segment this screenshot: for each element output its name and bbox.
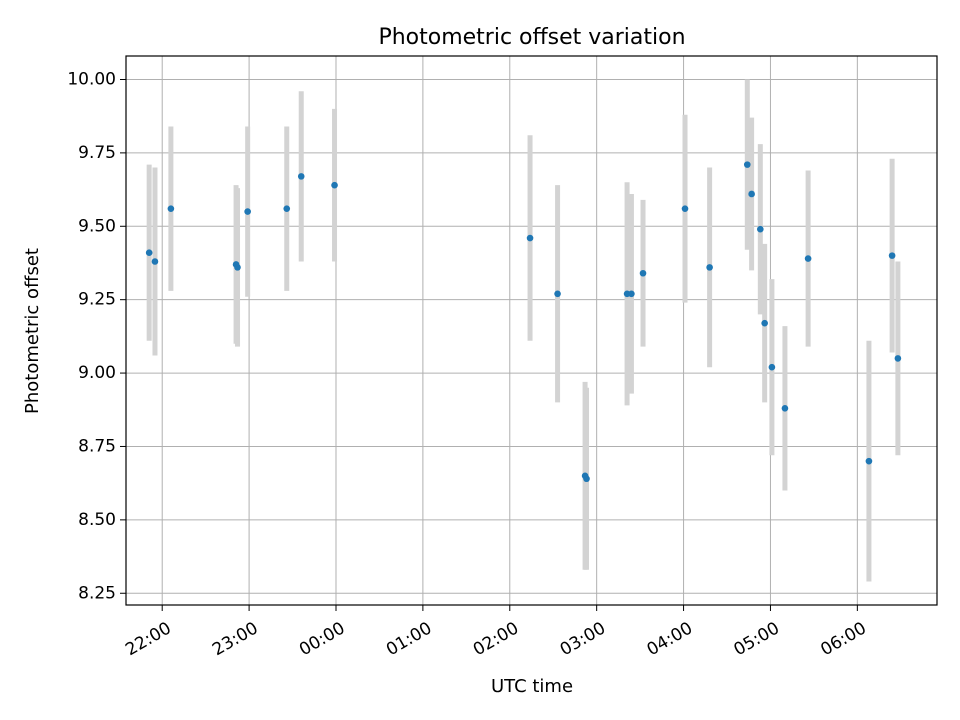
y-axis-ticks: 8.25 8.50 8.75 9.00 9.25 9.50 9.75 10.00 (67, 69, 126, 603)
data-point (554, 290, 561, 298)
x-axis-label: UTC time (491, 676, 573, 697)
y-axis-label: Photometric offset (22, 248, 43, 414)
data-point (145, 249, 153, 257)
data-point (706, 264, 713, 271)
data-point (761, 319, 768, 327)
data-point (639, 269, 647, 277)
data-point (865, 457, 873, 465)
data-point (167, 205, 175, 212)
data-point (894, 355, 902, 362)
data-point (283, 205, 291, 212)
data-point (526, 234, 534, 242)
data-point (804, 255, 812, 262)
data-points (145, 161, 902, 483)
data-point (583, 475, 590, 483)
y-tick-label: 10.00 (67, 69, 116, 89)
data-point (888, 252, 896, 259)
y-tick-label: 8.75 (78, 436, 116, 456)
y-tick-label: 9.50 (78, 216, 116, 236)
data-point (781, 404, 789, 412)
data-point (234, 264, 241, 271)
data-point (768, 363, 776, 371)
data-point (681, 205, 689, 212)
y-tick-label: 9.00 (78, 363, 116, 383)
data-point (297, 173, 305, 180)
y-tick-label: 8.50 (78, 510, 116, 530)
y-tick-label: 9.25 (78, 290, 116, 310)
data-point (244, 208, 251, 215)
plot-frame (125, 55, 938, 606)
data-point (743, 161, 751, 168)
y-tick-label: 8.25 (78, 583, 116, 603)
y-tick-label: 9.75 (78, 143, 116, 163)
data-point (151, 258, 159, 265)
data-point (628, 290, 635, 298)
data-point (748, 190, 755, 198)
data-point (331, 181, 338, 189)
chart-title: Photometric offset variation (378, 25, 685, 50)
data-point (757, 225, 764, 233)
